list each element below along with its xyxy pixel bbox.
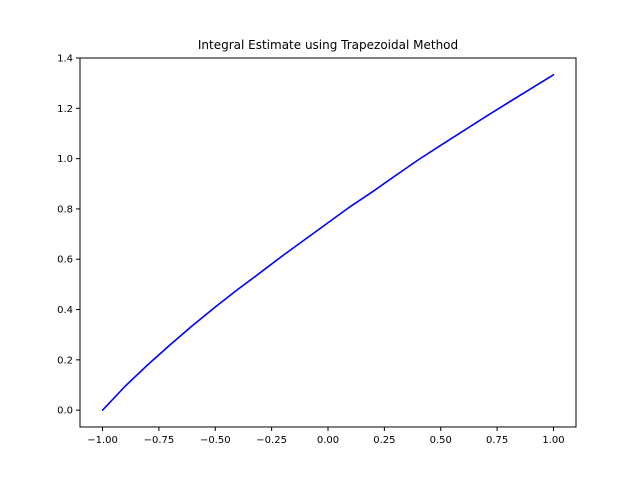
x-tick-label: 1.00 [542, 435, 564, 446]
y-tick-label: 1.4 [57, 54, 73, 65]
y-axis: 0.0 0.2 0.4 0.6 0.8 1.0 1.2 1.4 [57, 54, 80, 417]
x-tick-label: 0.25 [373, 435, 395, 446]
x-tick-label: −0.25 [256, 435, 287, 446]
x-tick-label: −0.75 [144, 435, 175, 446]
plot-area [101, 74, 555, 411]
y-tick-label: 0.8 [57, 204, 73, 215]
x-axis: −1.00 −0.75 −0.50 −0.25 0.00 0.25 0.50 0.75 1.00 [87, 427, 565, 446]
x-tick-label: 0.50 [430, 435, 452, 446]
y-tick-label: 1.2 [57, 104, 73, 115]
y-tick-label: 0.0 [57, 406, 73, 417]
x-tick-label: −0.50 [200, 435, 231, 446]
x-tick-label: 0.75 [486, 435, 508, 446]
y-tick-label: 0.2 [57, 355, 73, 366]
y-tick-label: 1.0 [57, 154, 73, 165]
y-tick-label: 0.4 [57, 305, 73, 316]
series-line-0 [101, 74, 555, 411]
y-tick-label: 0.6 [57, 255, 73, 266]
chart-title: Integral Estimate using Trapezoidal Meth… [198, 38, 458, 52]
x-tick-label: −1.00 [87, 435, 118, 446]
x-tick-label: 0.00 [317, 435, 339, 446]
